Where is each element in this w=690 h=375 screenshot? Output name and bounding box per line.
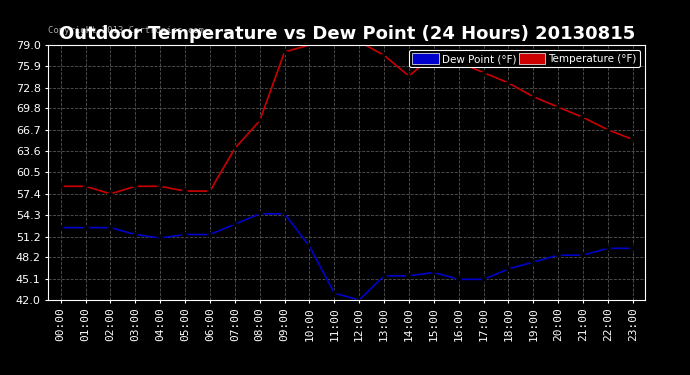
Title: Outdoor Temperature vs Dew Point (24 Hours) 20130815: Outdoor Temperature vs Dew Point (24 Hou… [59,26,635,44]
Text: Copyright 2013 Cartronics.com: Copyright 2013 Cartronics.com [48,26,204,35]
Legend: Dew Point (°F), Temperature (°F): Dew Point (°F), Temperature (°F) [409,50,640,68]
